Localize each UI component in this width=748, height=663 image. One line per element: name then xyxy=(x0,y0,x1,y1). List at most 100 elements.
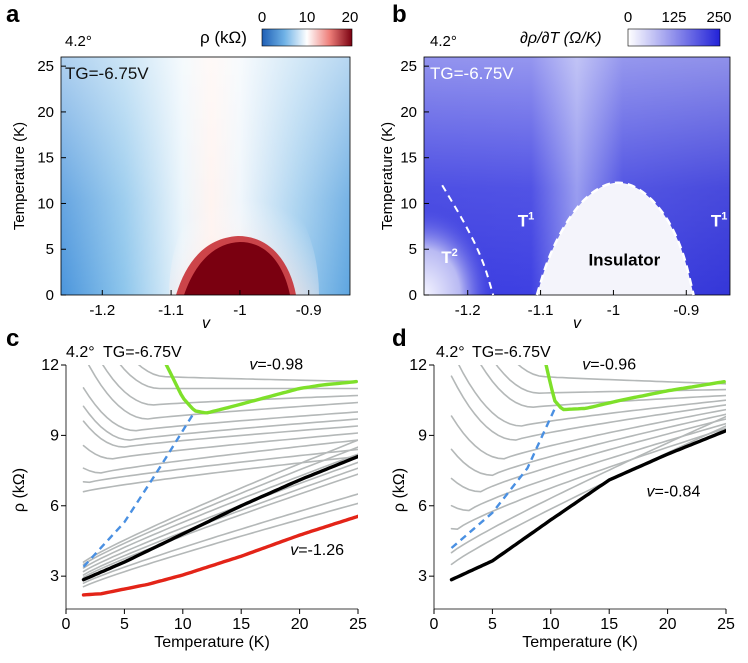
panel-c-grey-curve xyxy=(82,439,358,563)
panel-d-grey-curve xyxy=(450,418,726,493)
panel-letter-b: b xyxy=(392,1,407,28)
panel-letter-a: a xyxy=(6,1,20,28)
panel-a-x-tick-label: -1.2 xyxy=(89,302,115,319)
panel-c-ylabel: ρ (kΩ) xyxy=(11,468,28,512)
panel-d-x-tick-label: 25 xyxy=(717,616,735,633)
panel-d-x-tick-label: 20 xyxy=(659,616,677,633)
panel-a-x-tick-label: -1.1 xyxy=(158,302,184,319)
panel-a-ylabel: Temperature (K) xyxy=(11,122,28,230)
panel-a-colorbar xyxy=(261,28,353,47)
panel-c-series-black xyxy=(81,454,358,582)
panel-a-colorbar-label: ρ (kΩ) xyxy=(200,28,247,47)
panel-a-colorbar-tick-max: 20 xyxy=(342,9,359,26)
panel-c-minimum-dashed-line xyxy=(82,411,196,568)
panel-b-t2-boundary xyxy=(441,184,495,296)
panel-a-axes: -1.2 -1.1 -1 -0.9 0 5 10 15 20 25 xyxy=(37,58,321,319)
panel-b-colorbar-tick-min: 0 xyxy=(624,9,632,26)
panel-d-grey-curve xyxy=(480,365,726,409)
panel-c-grey-curve xyxy=(82,455,358,493)
panel-a-frame xyxy=(60,56,351,296)
panel-b: b 4.2° ∂ρ/∂T (Ω/K) 0 125 250 TG=-6.75V T… xyxy=(379,1,732,332)
panel-b-axes: -1.2 -1.1 -1 -0.9 0 5 10 15 20 25 xyxy=(400,58,699,319)
panel-d-axes: 0 5 10 15 20 25 3 6 9 12 xyxy=(409,357,735,633)
panel-a-angle: 4.2° xyxy=(65,33,92,50)
panel-a-y-tick-label: 20 xyxy=(37,104,54,121)
panel-c-x-tick-label: 0 xyxy=(62,616,71,633)
panel-c-x-tick-label: 25 xyxy=(349,616,367,633)
panel-b-frame xyxy=(423,56,731,296)
panel-d-x-tick-label: 5 xyxy=(488,616,497,633)
panel-a-y-tick-label: 0 xyxy=(46,287,54,304)
panel-b-y-tick-label: 20 xyxy=(400,104,417,121)
panel-b-x-tick-label: -0.9 xyxy=(673,302,699,319)
panel-c-grey-curve xyxy=(82,432,358,460)
panel-d-curve-label: v=-0.96 xyxy=(582,357,636,374)
panel-b-colorbar xyxy=(627,28,721,47)
panel-a-y-tick-label: 5 xyxy=(46,241,54,258)
panel-a-colorbar-tick-min: 0 xyxy=(258,9,266,26)
panel-b-xlabel: v xyxy=(573,315,582,332)
panel-a-y-tick-label: 25 xyxy=(37,58,54,75)
panel-d-grey-curve xyxy=(450,408,726,460)
panel-c-curve-label: v=-1.26 xyxy=(290,542,344,559)
panel-c-grey-curve xyxy=(82,453,358,569)
panel-c-x-tick-label: 5 xyxy=(120,616,129,633)
panel-b-colorbar-label: ∂ρ/∂T (Ω/K) xyxy=(520,30,602,47)
panel-c-grey-curve xyxy=(82,448,358,484)
panel-c-grey-curve xyxy=(119,365,358,390)
panel-d-gate-label: TG=-6.75V xyxy=(472,344,551,361)
panel-d-y-tick-label: 12 xyxy=(409,357,427,374)
panel-d-grey-curve xyxy=(450,425,726,566)
panel-a-gate-label: TG=-6.75V xyxy=(65,64,149,83)
panel-d-grey-curve xyxy=(450,413,726,477)
panel-c-angle: 4.2° xyxy=(66,344,95,361)
panel-d-y-tick-label: 6 xyxy=(418,498,427,515)
panel-d-ylabel: ρ (kΩ) xyxy=(391,468,408,512)
panel-d-series-v-0-84 xyxy=(449,429,726,582)
panel-a-x-tick-label: -1 xyxy=(233,302,246,319)
panel-a-y-tick-label: 15 xyxy=(37,150,54,167)
panel-a-colorbar-tick-mid: 10 xyxy=(299,9,316,26)
panel-b-insulator-label: Insulator xyxy=(588,251,660,270)
panel-a-xlabel: v xyxy=(202,315,211,332)
panel-c-grey-curve xyxy=(87,365,358,420)
panel-c-axes: 0 5 10 15 20 25 3 6 9 12 xyxy=(41,357,367,633)
panel-d-grey-curve xyxy=(450,375,726,441)
panel-c-xlabel: Temperature (K) xyxy=(154,634,270,651)
panel-d-x-tick-label: 15 xyxy=(600,616,618,633)
panel-c-series xyxy=(81,365,358,597)
panel-c-curve-labels: v=-0.98 v=-1.26 xyxy=(249,357,344,559)
panel-d: d 4.2° TG=-6.75V 0 5 10 15 20 25 3 6 9 12 v=-0.96… xyxy=(391,325,735,651)
panel-c-y-tick-label: 9 xyxy=(50,427,59,444)
panel-c-grey-curve xyxy=(82,420,358,448)
panel-c-x-tick-label: 15 xyxy=(232,616,250,633)
panel-c: c 4.2° TG=-6.75V 0 5 10 15 20 25 3 6 9 12 v=-0.98… xyxy=(6,325,367,651)
panel-b-x-tick-label: -1 xyxy=(607,302,620,319)
panel-c-grey-curve xyxy=(82,405,358,441)
panel-d-angle: 4.2° xyxy=(436,344,465,361)
panel-b-y-tick-label: 25 xyxy=(400,58,417,75)
panel-d-x-tick-label: 0 xyxy=(430,616,439,633)
panel-d-grey-curve xyxy=(450,427,726,531)
panel-d-curve-labels: v=-0.96 v=-0.84 xyxy=(582,357,700,501)
panel-c-y-tick-label: 12 xyxy=(41,357,59,374)
panel-b-gate-label: TG=-6.75V xyxy=(430,64,514,83)
panel-d-grey-curve xyxy=(458,365,726,427)
panel-d-series xyxy=(449,365,726,582)
panel-d-y-tick-label: 3 xyxy=(418,568,427,585)
panel-b-y-tick-label: 0 xyxy=(409,287,417,304)
panel-c-y-tick-label: 3 xyxy=(50,568,59,585)
panel-b-angle: 4.2° xyxy=(430,33,457,50)
panel-c-curve-label: v=-0.98 xyxy=(249,357,303,374)
panel-c-series-v-1-26 xyxy=(81,514,358,597)
panel-d-curve-label: v=-0.84 xyxy=(647,483,701,500)
panel-a-heatmap xyxy=(61,57,350,295)
panel-c-x-tick-label: 10 xyxy=(174,616,192,633)
panel-d-x-tick-label: 10 xyxy=(542,616,560,633)
panel-b-x-tick-label: -1.2 xyxy=(455,302,481,319)
panel-d-grey-curve xyxy=(517,365,726,385)
panel-c-grey-curve xyxy=(82,467,358,576)
panel-c-grey-curve xyxy=(101,365,358,406)
panel-c-grey-curve xyxy=(82,446,358,566)
